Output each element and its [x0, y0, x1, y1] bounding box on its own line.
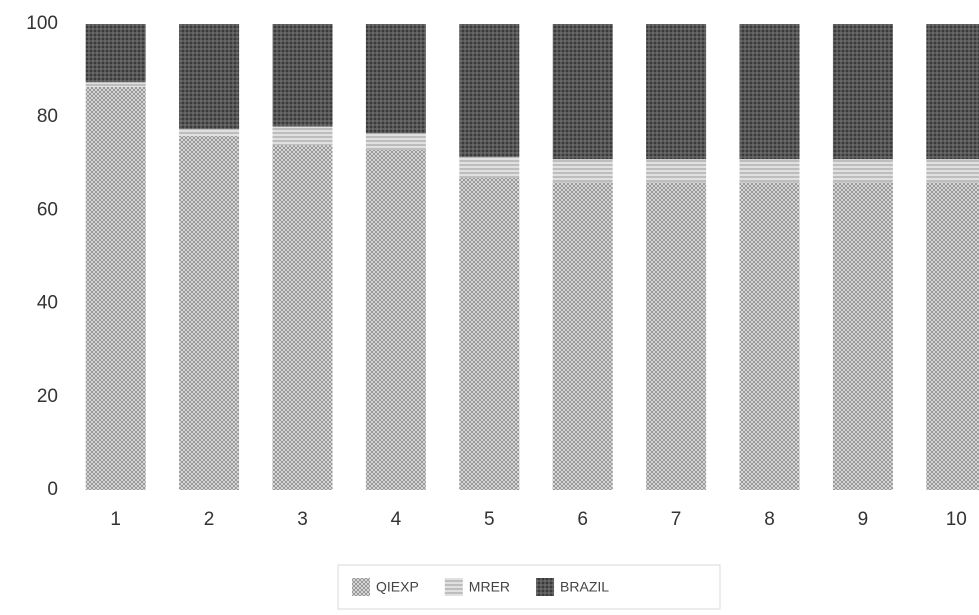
y-tick-label: 80 [37, 106, 58, 127]
x-tick-label: 3 [297, 509, 308, 530]
x-tick-label: 4 [391, 509, 402, 530]
y-tick-label: 40 [37, 293, 58, 314]
bar-segment [552, 24, 613, 160]
y-tick-label: 20 [37, 386, 58, 407]
legend-label: MRER [469, 579, 510, 595]
legend-swatch [536, 578, 555, 596]
bar-segment [832, 159, 893, 183]
bar-segment [459, 24, 520, 157]
y-tick-label: 100 [26, 13, 58, 34]
x-tick-label: 7 [671, 509, 682, 530]
bar-segment [832, 182, 893, 490]
x-tick-label: 2 [204, 509, 215, 530]
bar-segment [926, 182, 979, 490]
bar-segment [459, 177, 520, 490]
x-tick-label: 5 [484, 509, 495, 530]
x-tick-label: 1 [110, 509, 121, 530]
bar-segment [365, 149, 426, 490]
y-tick-label: 0 [47, 479, 58, 500]
bar-segment [739, 182, 800, 490]
bar-segment [739, 24, 800, 160]
legend-swatch [444, 578, 463, 596]
legend: QIEXP MRER BRAZIL [352, 578, 609, 596]
bar-segment [365, 133, 426, 150]
bar-segment [179, 24, 240, 129]
legend-label: BRAZIL [560, 579, 609, 595]
bar-segment [552, 159, 613, 183]
bar-segment [179, 135, 240, 490]
bar-segment [926, 24, 979, 160]
bar-segment [272, 126, 333, 146]
legend-swatch [352, 578, 370, 596]
bar-segment [365, 24, 426, 134]
bar-segment [272, 145, 333, 490]
bar-segment [85, 86, 146, 490]
bar-segment [926, 159, 979, 183]
bar-segment [646, 24, 707, 160]
bar-segment [646, 182, 707, 490]
bar-segment [179, 128, 240, 136]
bar-segment [832, 24, 893, 160]
bar-segment [739, 159, 800, 183]
y-tick-label: 60 [37, 199, 58, 220]
legend-label: QIEXP [376, 579, 419, 595]
legend-box [337, 564, 721, 610]
bar-segment [552, 182, 613, 490]
bar-segment [459, 156, 520, 178]
x-tick-label: 9 [858, 509, 869, 530]
bar-segment [646, 159, 707, 183]
x-tick-label: 8 [764, 509, 775, 530]
bar-segment [85, 24, 146, 83]
bar-segment [272, 24, 333, 127]
bar-segment [85, 82, 146, 87]
x-tick-label: 10 [946, 509, 967, 530]
x-tick-label: 6 [577, 509, 588, 530]
